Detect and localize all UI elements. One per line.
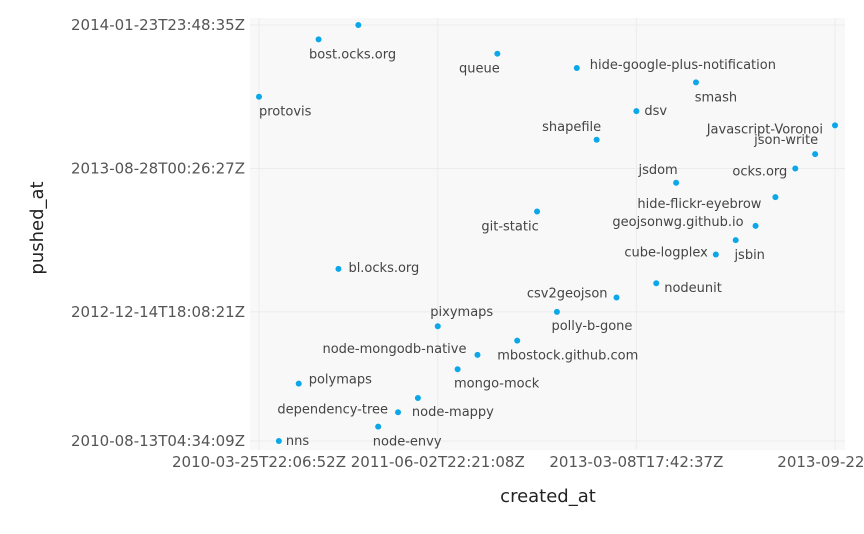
point-label: bl.ocks.org [348, 261, 419, 276]
data-point [673, 179, 680, 186]
data-point [375, 423, 382, 430]
data-point [573, 65, 580, 72]
point-label: node-mappy [412, 405, 494, 420]
point-label: node-envy [373, 435, 442, 450]
point-label: cube-logplex [624, 246, 708, 261]
point-label: node-mongodb-native [322, 342, 466, 357]
point-label: bost.ocks.org [309, 47, 396, 62]
data-point [832, 122, 838, 129]
data-point [812, 151, 819, 158]
point-label: hide-google-plus-notification [590, 58, 776, 73]
x-tick-label: 2010-03-25T22:06:52Z [172, 453, 346, 471]
point-label: ocks.org [732, 164, 787, 179]
point-label: queue [459, 62, 500, 77]
data-point [335, 265, 342, 272]
points [256, 22, 838, 444]
plot-panel [250, 18, 845, 450]
data-point [653, 280, 660, 287]
point-label: git-static [481, 219, 538, 234]
x-axis-ticks: 2010-03-25T22:06:52Z 2011-06-02T22:21:08Z… [172, 453, 864, 471]
point-label: jsbin [733, 248, 765, 263]
y-tick-label: 2012-12-14T18:08:21Z [71, 303, 245, 321]
data-point [514, 337, 521, 344]
point-label: smash [695, 90, 737, 105]
point-label: Javascript-Voronoi [706, 122, 823, 137]
point-label: hide-flickr-eyebrow [637, 197, 761, 212]
point-label: mbostock.github.com [497, 349, 638, 364]
data-point [633, 108, 640, 115]
point-label: polymaps [309, 373, 372, 388]
point-label: nns [286, 434, 309, 449]
data-point [692, 79, 699, 86]
data-point [474, 351, 481, 358]
y-axis-ticks: 2010-08-13T04:34:09Z 2012-12-14T18:08:21Z… [71, 16, 245, 450]
point-label: dsv [644, 104, 667, 119]
x-tick-label: 2013-09-22T17 [777, 453, 864, 471]
data-point [613, 294, 620, 301]
data-point [772, 194, 779, 201]
point-label: polly-b-gone [551, 319, 632, 334]
data-point [593, 136, 600, 143]
point-label: nodeunit [664, 281, 722, 296]
x-axis-title: created_at [500, 486, 596, 507]
point-label: geojsonwg.github.io [612, 215, 743, 230]
data-point [792, 165, 799, 172]
data-point [752, 222, 759, 229]
data-point [275, 438, 282, 444]
grid-lines [250, 18, 845, 450]
point-label: csv2geojson [527, 287, 608, 302]
data-point [553, 308, 560, 315]
point-label: pixymaps [430, 305, 493, 320]
point-label: protovis [259, 105, 312, 120]
point-label: shapefile [542, 120, 601, 135]
data-point [295, 380, 302, 387]
y-tick-label: 2010-08-13T04:34:09Z [71, 432, 245, 450]
y-tick-label: 2013-08-28T00:26:27Z [71, 159, 245, 177]
y-tick-label: 2014-01-23T23:48:35Z [71, 16, 245, 34]
y-axis-title: pushed_at [27, 181, 48, 274]
x-tick-label: 2013-03-08T17:42:37Z [549, 453, 723, 471]
data-point [534, 208, 541, 215]
data-point [732, 237, 739, 244]
data-point [434, 323, 441, 330]
x-tick-label: 2011-06-02T22:21:08Z [351, 453, 525, 471]
point-labels: protovis nns polymaps bost.ocks.org bl.ocks.… [259, 47, 823, 449]
data-point [414, 394, 421, 401]
data-point [494, 50, 501, 57]
data-point [712, 251, 719, 258]
point-label: jsdom [637, 163, 677, 178]
data-point [256, 93, 262, 100]
point-label: json-write [753, 133, 818, 148]
data-point [355, 22, 362, 28]
data-point [315, 36, 322, 43]
data-point [395, 409, 402, 416]
point-label: dependency-tree [277, 402, 388, 417]
point-label: mongo-mock [454, 376, 540, 391]
data-point [454, 366, 461, 373]
